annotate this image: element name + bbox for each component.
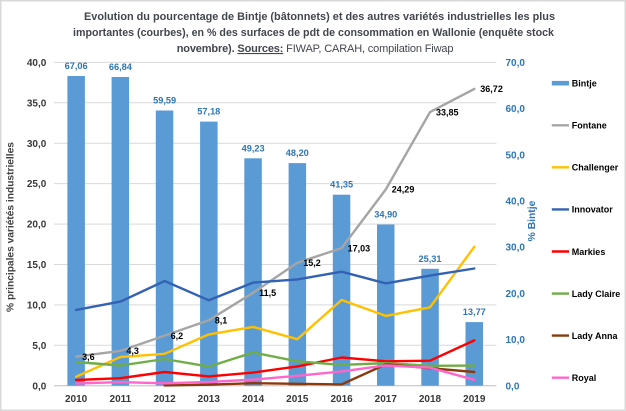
svg-text:33,85: 33,85	[436, 107, 459, 117]
svg-text:57,18: 57,18	[197, 107, 220, 117]
svg-text:11,5: 11,5	[259, 288, 276, 298]
svg-text:60,0: 60,0	[506, 104, 526, 115]
svg-text:Innovator: Innovator	[572, 205, 613, 215]
svg-text:novembre). Sources: FIWAP, CAR: novembre). Sources: FIWAP, CARAH, compil…	[177, 43, 454, 55]
svg-text:59,59: 59,59	[153, 96, 176, 106]
svg-text:20,0: 20,0	[506, 289, 526, 300]
svg-text:8,1: 8,1	[215, 316, 228, 326]
svg-text:Royal: Royal	[572, 373, 597, 383]
svg-text:2010: 2010	[65, 394, 88, 405]
svg-text:10,0: 10,0	[506, 335, 526, 346]
svg-text:2017: 2017	[375, 394, 398, 405]
svg-text:5,0: 5,0	[32, 341, 46, 352]
svg-text:% Bintje: % Bintje	[527, 200, 538, 241]
svg-text:% principales variétés industr: % principales variétés industrielles	[6, 142, 17, 312]
svg-text:67,06: 67,06	[65, 61, 88, 71]
svg-text:2011: 2011	[110, 394, 132, 405]
svg-text:Lady Anna: Lady Anna	[572, 331, 619, 341]
svg-text:40,0: 40,0	[506, 197, 526, 208]
svg-text:20,0: 20,0	[27, 220, 47, 231]
svg-text:40,0: 40,0	[27, 58, 47, 69]
svg-text:35,0: 35,0	[27, 98, 47, 109]
svg-text:13,77: 13,77	[463, 307, 486, 317]
svg-text:30,0: 30,0	[27, 139, 47, 150]
svg-text:2012: 2012	[153, 394, 176, 405]
svg-text:25,0: 25,0	[27, 179, 47, 190]
svg-text:10,0: 10,0	[27, 301, 47, 312]
svg-text:Evolution du pourcentage de Bi: Evolution du pourcentage de Bintje (bâto…	[84, 11, 555, 23]
svg-text:50,0: 50,0	[506, 150, 526, 161]
svg-text:70,0: 70,0	[506, 58, 526, 69]
svg-text:4,3: 4,3	[126, 346, 139, 356]
svg-text:2019: 2019	[463, 394, 486, 405]
svg-text:0,0: 0,0	[32, 381, 46, 392]
svg-text:6,2: 6,2	[171, 331, 184, 341]
svg-text:15,0: 15,0	[27, 260, 47, 271]
svg-text:17,03: 17,03	[348, 243, 371, 253]
svg-text:Fontane: Fontane	[572, 121, 607, 131]
svg-text:3,6: 3,6	[82, 352, 95, 362]
svg-text:41,35: 41,35	[330, 180, 353, 190]
svg-text:2015: 2015	[286, 394, 309, 405]
svg-text:0,0: 0,0	[506, 381, 520, 392]
svg-text:48,20: 48,20	[286, 148, 309, 158]
svg-text:34,90: 34,90	[374, 210, 397, 220]
svg-text:2013: 2013	[198, 394, 221, 405]
svg-text:importantes (courbes), en % de: importantes (courbes), en % des surfaces…	[73, 27, 555, 39]
svg-text:15,2: 15,2	[303, 258, 321, 268]
svg-text:Lady Claire: Lady Claire	[572, 289, 621, 299]
svg-text:Bintje: Bintje	[572, 79, 597, 89]
svg-text:Challenger: Challenger	[572, 163, 619, 173]
svg-text:2014: 2014	[242, 394, 265, 405]
svg-text:2016: 2016	[330, 394, 353, 405]
svg-text:Markies: Markies	[572, 247, 606, 257]
svg-text:66,84: 66,84	[109, 62, 133, 72]
svg-text:2018: 2018	[419, 394, 442, 405]
svg-text:24,29: 24,29	[392, 185, 415, 195]
svg-text:30,0: 30,0	[506, 243, 526, 254]
svg-text:25,31: 25,31	[419, 254, 442, 264]
svg-text:49,23: 49,23	[242, 143, 265, 153]
svg-text:36,72: 36,72	[480, 84, 503, 94]
